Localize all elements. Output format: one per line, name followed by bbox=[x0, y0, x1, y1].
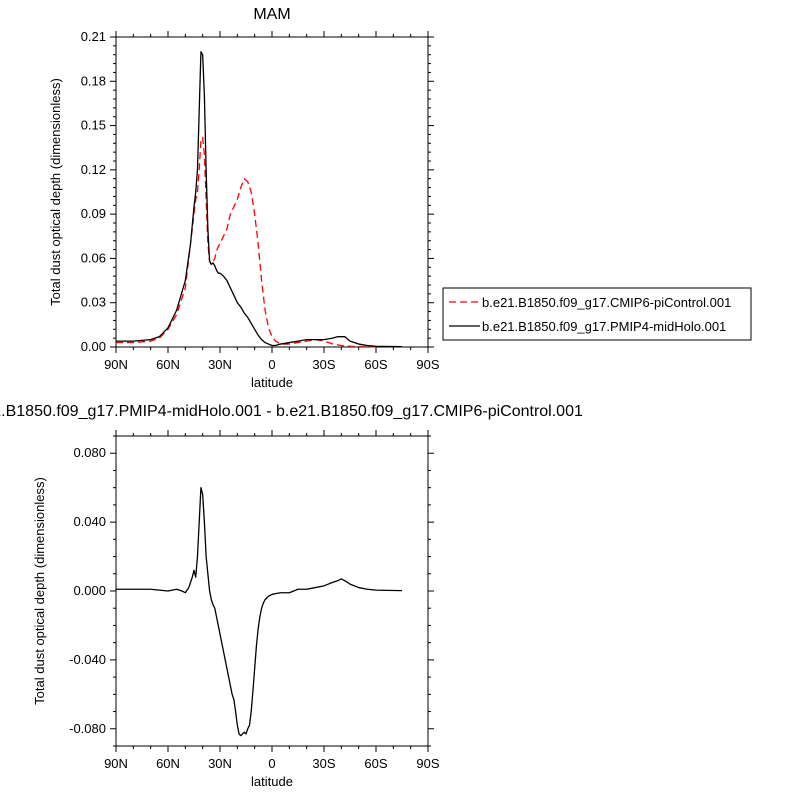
x-tick-label: 60S bbox=[364, 357, 387, 372]
y-tick-label: 0.21 bbox=[81, 29, 106, 44]
series-line-1 bbox=[116, 51, 403, 348]
x-axis-label: latitude bbox=[251, 375, 293, 390]
x-tick-label: 60N bbox=[156, 357, 180, 372]
x-tick-label: 90S bbox=[416, 357, 439, 372]
x-tick-label: 0 bbox=[268, 357, 275, 372]
y-tick-label: -0.080 bbox=[69, 721, 106, 736]
y-tick-label: 0.12 bbox=[81, 162, 106, 177]
legend: b.e21.B1850.f09_g17.CMIP6-piControl.001b… bbox=[442, 287, 752, 341]
x-tick-label: 0 bbox=[268, 756, 275, 771]
y-tick-label: 0.040 bbox=[73, 514, 106, 529]
y-tick-label: 0.18 bbox=[81, 73, 106, 88]
y-axis-label: Total dust optical depth (dimensionless) bbox=[48, 78, 63, 306]
x-tick-label: 30S bbox=[312, 756, 335, 771]
y-axis-label: Total dust optical depth (dimensionless) bbox=[32, 477, 47, 705]
x-tick-label: 30N bbox=[208, 756, 232, 771]
y-tick-label: 0.09 bbox=[81, 206, 106, 221]
x-tick-label: 60N bbox=[156, 756, 180, 771]
legend-entry: b.e21.B1850.f09_g17.CMIP6-piControl.001 bbox=[482, 295, 731, 310]
y-tick-label: 0.080 bbox=[73, 445, 106, 460]
legend-box bbox=[442, 287, 752, 341]
y-tick-label: 0.03 bbox=[81, 295, 106, 310]
plot-frame bbox=[115, 36, 429, 348]
x-tick-label: 90N bbox=[104, 357, 128, 372]
legend-entry: b.e21.B1850.f09_g17.PMIP4-midHolo.001 bbox=[482, 319, 726, 334]
y-tick-label: -0.040 bbox=[69, 652, 106, 667]
x-tick-label: 90N bbox=[104, 756, 128, 771]
x-tick-label: 90S bbox=[416, 756, 439, 771]
chart-title: b.e21.B1850.f09_g17.PMIP4-midHolo.001 - … bbox=[0, 403, 583, 420]
bottom-difference-chart: 90N 60N 30N 0 30S 60S 90S 0.080 0.040 0.000 -0.040… bbox=[0, 403, 583, 789]
x-axis-label: latitude bbox=[251, 774, 293, 789]
top-line-chart: 90N 60N 30N 0 30S 60S 90S 0.00 0.03 0.06 0.09 0.12 0… bbox=[48, 6, 752, 390]
x-tick-label: 30S bbox=[312, 357, 335, 372]
x-tick-label: 30N bbox=[208, 357, 232, 372]
y-tick-label: 0.06 bbox=[81, 250, 106, 265]
chart-title: MAM bbox=[253, 6, 290, 23]
x-tick-label: 60S bbox=[364, 756, 387, 771]
y-tick-label: 0.00 bbox=[81, 339, 106, 354]
y-tick-label: 0.15 bbox=[81, 118, 106, 133]
y-tick-label: 0.000 bbox=[73, 583, 106, 598]
series-line-0 bbox=[116, 487, 403, 737]
